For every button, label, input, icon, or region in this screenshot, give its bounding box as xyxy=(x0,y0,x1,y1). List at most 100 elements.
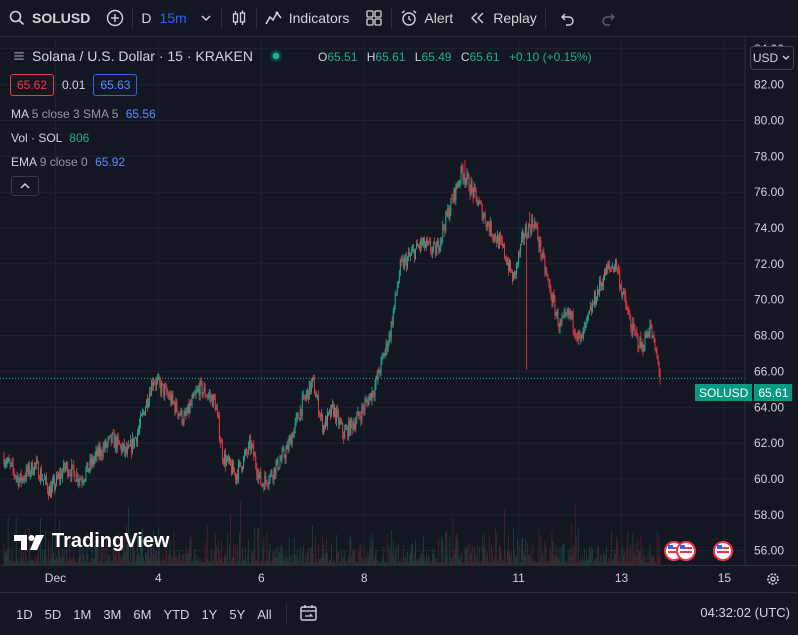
ask-button[interactable]: 65.63 xyxy=(93,74,138,96)
currency-selector[interactable]: USD xyxy=(750,46,794,70)
range-button-ytd[interactable]: YTD xyxy=(163,606,190,622)
volume-bar xyxy=(551,531,553,565)
ema-indicator[interactable]: EMA 9 close 0 65.92 xyxy=(11,155,125,169)
volume-bar xyxy=(151,544,153,565)
tradingview-logo[interactable]: TradingView xyxy=(14,530,169,553)
candle-body xyxy=(68,473,70,476)
volume-bar xyxy=(383,560,385,565)
candle-body xyxy=(573,329,575,332)
goto-date-button[interactable] xyxy=(295,604,323,625)
undo-button[interactable] xyxy=(546,0,588,37)
range-button-5y[interactable]: 5Y xyxy=(229,606,246,622)
candle-body xyxy=(321,414,322,416)
volume-indicator[interactable]: Vol · SOL 806 xyxy=(11,131,89,145)
candle-body xyxy=(161,383,163,393)
candle-body xyxy=(206,396,208,398)
range-button-all[interactable]: All xyxy=(257,606,272,622)
range-button-1d[interactable]: 1D xyxy=(16,606,33,622)
compare-symbol-button[interactable] xyxy=(98,0,132,37)
volume-bar xyxy=(143,557,144,565)
time-axis[interactable]: Dec 4 6 8 11 13 15 xyxy=(0,565,798,591)
range-button-1m[interactable]: 1M xyxy=(73,606,92,622)
us-flag-icon[interactable] xyxy=(676,541,696,561)
volume-bar xyxy=(414,552,415,565)
legend-title[interactable]: Solana / U.S. Dollar · 15 · KRAKEN xyxy=(12,48,283,64)
candle-body xyxy=(266,480,268,485)
candle-body xyxy=(596,300,597,304)
volume-bar xyxy=(193,553,195,565)
volume-bar xyxy=(640,535,642,565)
ma-indicator[interactable]: MA 5 close 3 SMA 5 65.56 xyxy=(11,107,156,121)
settings-icon[interactable] xyxy=(765,571,781,587)
price-chart[interactable]: 56.00 58.00 60.00 62.00 64.00 66.00 68.00 70.00… xyxy=(0,38,798,565)
volume-bar xyxy=(421,551,422,565)
toolbar-divider xyxy=(255,7,257,29)
volume-bar xyxy=(416,559,417,565)
volume-bar xyxy=(14,560,16,565)
candle-body xyxy=(75,480,77,482)
volume-bar xyxy=(565,561,567,565)
candle-body xyxy=(406,257,408,268)
redo-button[interactable] xyxy=(588,0,630,37)
volume-bar xyxy=(262,546,264,565)
candle-body xyxy=(578,331,580,337)
volume-bar xyxy=(210,548,212,565)
volume-bar xyxy=(148,538,150,565)
candle-body xyxy=(168,394,170,399)
replay-button[interactable]: Replay xyxy=(461,0,545,37)
volume-bar xyxy=(338,552,340,565)
ema-name: EMA xyxy=(11,155,37,169)
candle-body xyxy=(107,438,109,444)
collapse-legend-button[interactable] xyxy=(11,176,39,196)
volume-bar xyxy=(198,557,200,565)
candle-body xyxy=(652,335,654,338)
volume-bar xyxy=(174,551,176,565)
indicators-button[interactable]: Indicators xyxy=(257,0,358,37)
volume-bar xyxy=(316,558,317,565)
volume-bar xyxy=(410,552,411,565)
candle-body xyxy=(114,437,116,448)
candle-body xyxy=(274,467,276,476)
event-flags[interactable] xyxy=(664,539,744,563)
range-button-3m[interactable]: 3M xyxy=(103,606,122,622)
volume-bar xyxy=(573,546,575,565)
candle-body xyxy=(604,269,605,280)
candle-body xyxy=(170,394,172,404)
candle-body xyxy=(211,396,213,407)
layouts-button[interactable] xyxy=(357,0,391,37)
volume-bar xyxy=(49,561,50,565)
symbol-search-button[interactable]: SOLUSD xyxy=(0,0,98,37)
candle-body xyxy=(315,396,317,398)
bid-button[interactable]: 65.62 xyxy=(10,74,55,96)
currency-label: USD xyxy=(752,51,779,65)
interval-day-button[interactable]: D xyxy=(133,0,155,37)
volume-bar xyxy=(332,562,333,565)
candle-body xyxy=(658,362,660,372)
volume-bar xyxy=(552,541,554,565)
candle-body xyxy=(31,462,33,475)
alert-button[interactable]: Alert xyxy=(392,0,461,37)
utc-clock[interactable]: 04:32:02 (UTC) xyxy=(700,605,790,620)
interval-dropdown-button[interactable] xyxy=(191,0,221,37)
high-value: 65.61 xyxy=(375,50,406,64)
candle-body xyxy=(127,445,129,448)
range-button-6m[interactable]: 6M xyxy=(133,606,152,622)
chart-pane[interactable]: 56.00 58.00 60.00 62.00 64.00 66.00 68.00 70.00… xyxy=(0,38,798,565)
volume-bar xyxy=(10,559,12,565)
candle-body xyxy=(536,226,538,228)
chart-type-button[interactable] xyxy=(222,0,256,37)
close-value: 65.61 xyxy=(469,50,500,64)
range-button-5d[interactable]: 5D xyxy=(44,606,62,622)
interval-15m-button[interactable]: 15m xyxy=(155,0,190,37)
volume-bar xyxy=(328,562,329,565)
volume-bar xyxy=(116,560,118,565)
volume-bar xyxy=(281,546,283,565)
volume-bar xyxy=(564,562,566,565)
candle-body xyxy=(519,252,521,254)
candle-body xyxy=(162,383,164,385)
range-button-1y[interactable]: 1Y xyxy=(201,606,218,622)
price-axis[interactable]: 56.00 58.00 60.00 62.00 64.00 66.00 68.00 70.00… xyxy=(744,38,784,565)
us-flag-icon[interactable] xyxy=(713,541,733,561)
candle-body xyxy=(657,356,659,363)
candle-body xyxy=(130,440,132,453)
